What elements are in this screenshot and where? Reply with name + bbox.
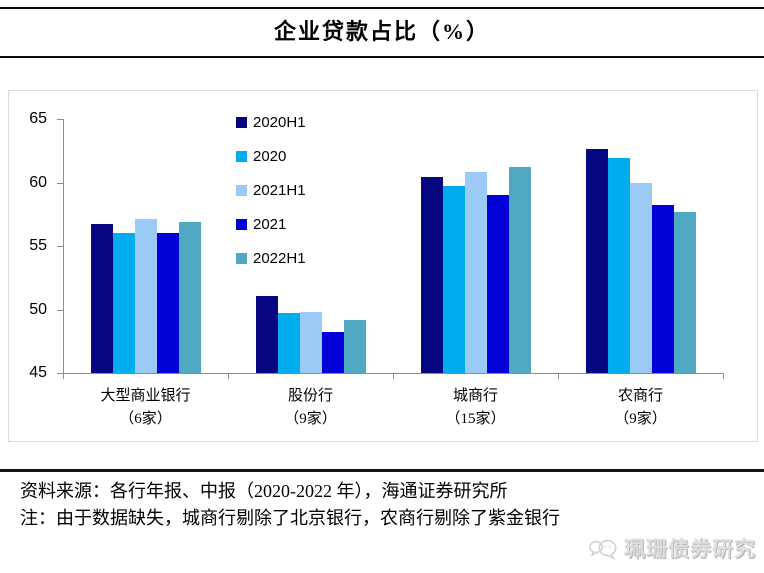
- chart-legend: 2020H1 2020 2021H1 2021 2022H1: [236, 105, 306, 275]
- y-tick: [57, 246, 63, 247]
- bar-2021H1-1: [134, 219, 157, 373]
- x-category-name: 农商行: [617, 388, 663, 404]
- bar-2022H1-1: [178, 221, 201, 373]
- bar-2022H1-2: [343, 319, 366, 373]
- y-axis-tick-label: 45: [29, 364, 47, 381]
- legend-swatch-icon: [236, 116, 247, 128]
- bar-2022H1-4: [673, 211, 696, 373]
- x-category-label: 股份行 （9家）: [231, 385, 391, 432]
- x-axis-line: [63, 373, 724, 374]
- x-category-label: 农商行 （9家）: [561, 385, 721, 432]
- bar-2021H1-2: [299, 312, 322, 373]
- x-category-count: （15家）: [445, 411, 506, 428]
- footer-divider: [0, 469, 764, 472]
- x-tick: [228, 374, 229, 379]
- x-tick: [723, 374, 724, 379]
- y-tick: [57, 373, 63, 374]
- bar-2020-1: [112, 233, 135, 373]
- legend-label: 2020: [253, 147, 287, 165]
- bar-2021-4: [651, 205, 674, 373]
- x-tick: [393, 374, 394, 379]
- chart-title: 企业贷款占比（%）: [273, 19, 490, 44]
- x-category-name: 股份行: [287, 388, 333, 404]
- legend-label: 2022H1: [253, 249, 306, 267]
- watermark-label: 珮珊债券研究: [624, 537, 756, 561]
- x-category-name: 城商行: [452, 388, 498, 404]
- y-axis-tick-label: 65: [29, 110, 47, 127]
- legend-label: 2021H1: [253, 181, 306, 199]
- x-tick: [558, 374, 559, 379]
- legend-label: 2021: [253, 215, 287, 233]
- bar-2021H1-3: [464, 172, 487, 373]
- x-category-count: （9家）: [614, 411, 667, 428]
- legend-swatch-icon: [236, 150, 247, 162]
- bar-2020H1-4: [585, 149, 608, 373]
- legend-entry: 2020: [236, 139, 306, 173]
- bar-2021-1: [156, 233, 179, 373]
- x-category-count: （6家）: [119, 411, 172, 428]
- x-category-label: 城商行 （15家）: [396, 385, 556, 432]
- legend-swatch-icon: [236, 252, 247, 264]
- y-tick: [57, 182, 63, 184]
- legend-label: 2020H1: [253, 113, 306, 131]
- legend-entry: 2020H1: [236, 105, 306, 139]
- bar-2020-4: [607, 158, 630, 373]
- y-axis-tick-label: 55: [29, 237, 47, 254]
- bar-2022H1-3: [508, 167, 531, 373]
- bar-2020H1-1: [90, 224, 113, 373]
- y-axis-tick-label: 50: [29, 300, 47, 318]
- bar-2021-2: [321, 332, 344, 373]
- x-category-count: （9家）: [284, 411, 337, 428]
- watermark: 珮珊债券研究: [588, 533, 756, 563]
- legend-entry: 2022H1: [236, 241, 306, 275]
- source-note: 资料来源：各行年报、中报（2020-2022 年），海通证券研究所: [20, 481, 508, 501]
- legend-entry: 2021: [236, 207, 306, 241]
- speech-bubbles-icon: [589, 539, 617, 560]
- legend-entry: 2021H1: [236, 173, 306, 207]
- x-tick: [63, 374, 64, 379]
- data-note: 注：由于数据缺失，城商行剔除了北京银行，农商行剔除了紫金银行: [20, 508, 560, 528]
- y-axis-tick-label: 60: [29, 173, 47, 191]
- bar-2021-3: [486, 195, 509, 373]
- x-category-label: 大型商业银行 （6家）: [66, 385, 226, 432]
- bar-2020-3: [442, 186, 465, 373]
- bar-chart: 65 60 55 50 45 大型商业银行 （6家） 股份行 （9家） 城商行 （15家） 农商行 （9…: [8, 90, 758, 442]
- x-category-name: 大型商业银行: [100, 388, 191, 404]
- bar-2020H1-3: [420, 177, 443, 373]
- y-tick: [57, 119, 63, 120]
- y-axis-line: [63, 119, 64, 373]
- legend-swatch-icon: [236, 184, 247, 196]
- y-tick: [57, 309, 63, 311]
- title-divider: [0, 56, 764, 58]
- bar-2020-2: [277, 313, 300, 373]
- top-divider: [0, 7, 764, 9]
- bar-2020H1-2: [255, 295, 278, 373]
- bar-2021H1-4: [629, 182, 652, 373]
- legend-swatch-icon: [236, 218, 247, 230]
